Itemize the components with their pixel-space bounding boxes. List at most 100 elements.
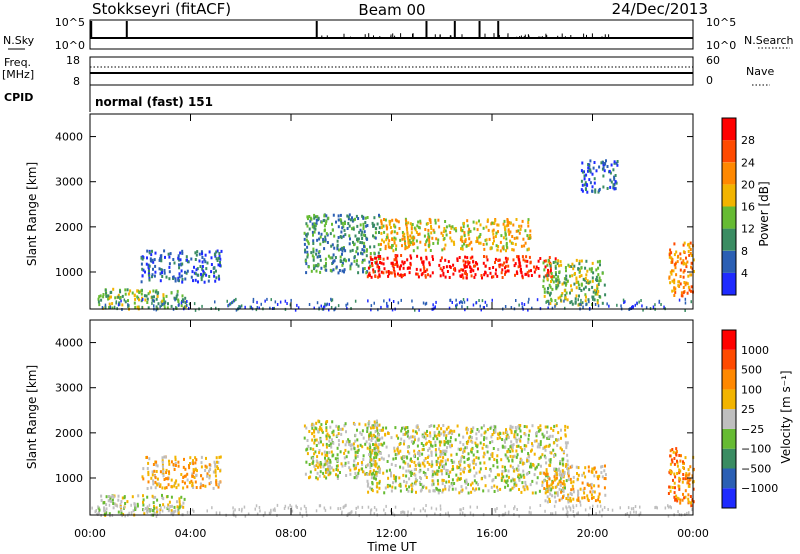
range-cell xyxy=(178,258,181,262)
range-cell xyxy=(377,243,380,247)
range-cell xyxy=(562,495,564,499)
range-cell xyxy=(483,424,485,428)
range-cell xyxy=(565,463,568,466)
range-cell xyxy=(417,233,420,236)
range-cell xyxy=(314,224,317,228)
range-cell xyxy=(345,455,348,459)
range-cell xyxy=(137,305,140,309)
range-cell xyxy=(330,297,332,301)
range-cell xyxy=(593,474,596,478)
range-cell xyxy=(466,256,469,260)
range-cell xyxy=(555,277,558,281)
range-cell xyxy=(506,257,509,261)
range-cell xyxy=(341,263,344,267)
range-cell xyxy=(380,220,383,224)
range-cell xyxy=(544,456,547,460)
range-cell xyxy=(549,264,552,268)
range-cell xyxy=(315,215,317,219)
range-cell xyxy=(541,453,544,457)
range-cell xyxy=(496,248,499,252)
range-cell xyxy=(629,511,632,515)
range-cell xyxy=(312,239,315,243)
range-cell xyxy=(566,510,568,514)
range-cell xyxy=(485,225,488,229)
date-title: 24/Dec/2013 xyxy=(612,0,708,18)
range-cell xyxy=(531,491,534,495)
range-cell xyxy=(484,300,487,304)
range-cell xyxy=(386,256,389,260)
range-cell xyxy=(526,271,529,275)
range-cell xyxy=(162,474,165,478)
range-cell xyxy=(199,486,202,490)
range-cell xyxy=(165,486,168,490)
range-cell xyxy=(480,426,483,430)
range-cell xyxy=(557,468,560,472)
nsky-tick-bottom: 10^0 xyxy=(55,39,85,52)
range-cell xyxy=(611,508,614,512)
range-cell xyxy=(505,237,508,241)
range-cell xyxy=(533,265,535,269)
range-cell xyxy=(472,220,475,224)
range-cell xyxy=(314,438,317,442)
range-cell xyxy=(416,444,419,448)
range-cell xyxy=(338,443,340,447)
range-cell xyxy=(149,290,151,294)
range-cell xyxy=(678,471,681,475)
range-cell xyxy=(156,295,159,298)
range-cell xyxy=(320,423,323,427)
range-cell xyxy=(501,444,504,448)
range-cell xyxy=(315,264,318,268)
range-cell xyxy=(394,263,397,266)
range-cell xyxy=(529,483,532,487)
range-cell xyxy=(195,458,198,462)
range-cell xyxy=(183,305,186,309)
range-cell xyxy=(336,245,339,249)
range-cell xyxy=(522,469,525,473)
range-cell xyxy=(566,466,569,470)
range-cell xyxy=(571,262,574,266)
range-cell xyxy=(518,477,521,481)
range-cell xyxy=(163,455,166,459)
range-cell xyxy=(517,256,520,260)
range-cell xyxy=(572,506,575,510)
range-cell xyxy=(669,248,672,252)
range-cell xyxy=(216,259,219,262)
range-cell xyxy=(372,433,375,437)
range-cell xyxy=(151,470,154,474)
range-cell xyxy=(360,433,363,436)
range-cell xyxy=(548,458,551,462)
range-cell xyxy=(595,470,598,474)
range-cell xyxy=(583,174,586,178)
range-cell xyxy=(160,259,163,263)
cpid-value: normal (fast) 151 xyxy=(95,95,213,109)
range-cell xyxy=(176,500,178,504)
range-cell xyxy=(313,222,316,226)
range-cell xyxy=(479,467,482,471)
range-cell xyxy=(476,450,479,454)
range-cell xyxy=(387,304,389,308)
range-cell xyxy=(345,440,348,444)
range-cell xyxy=(523,488,526,492)
range-cell xyxy=(585,183,588,186)
range-cell xyxy=(198,259,201,263)
range-cell xyxy=(546,274,549,278)
range-cell xyxy=(215,269,217,273)
range-cell xyxy=(527,274,530,278)
range-cell xyxy=(568,265,571,268)
range-cell xyxy=(555,484,558,488)
range-cell xyxy=(602,174,605,178)
range-cell xyxy=(402,466,405,470)
range-cell xyxy=(589,159,592,163)
range-cell xyxy=(333,308,335,312)
range-cell xyxy=(538,456,541,460)
range-cell xyxy=(129,289,132,293)
range-cell xyxy=(181,280,184,284)
range-cell xyxy=(482,261,485,265)
range-cell xyxy=(529,462,532,466)
range-cell xyxy=(219,264,222,267)
range-cell xyxy=(422,301,425,305)
range-cell xyxy=(244,305,246,309)
range-cell xyxy=(580,298,582,302)
range-cell xyxy=(556,443,559,447)
range-cell xyxy=(409,470,412,474)
